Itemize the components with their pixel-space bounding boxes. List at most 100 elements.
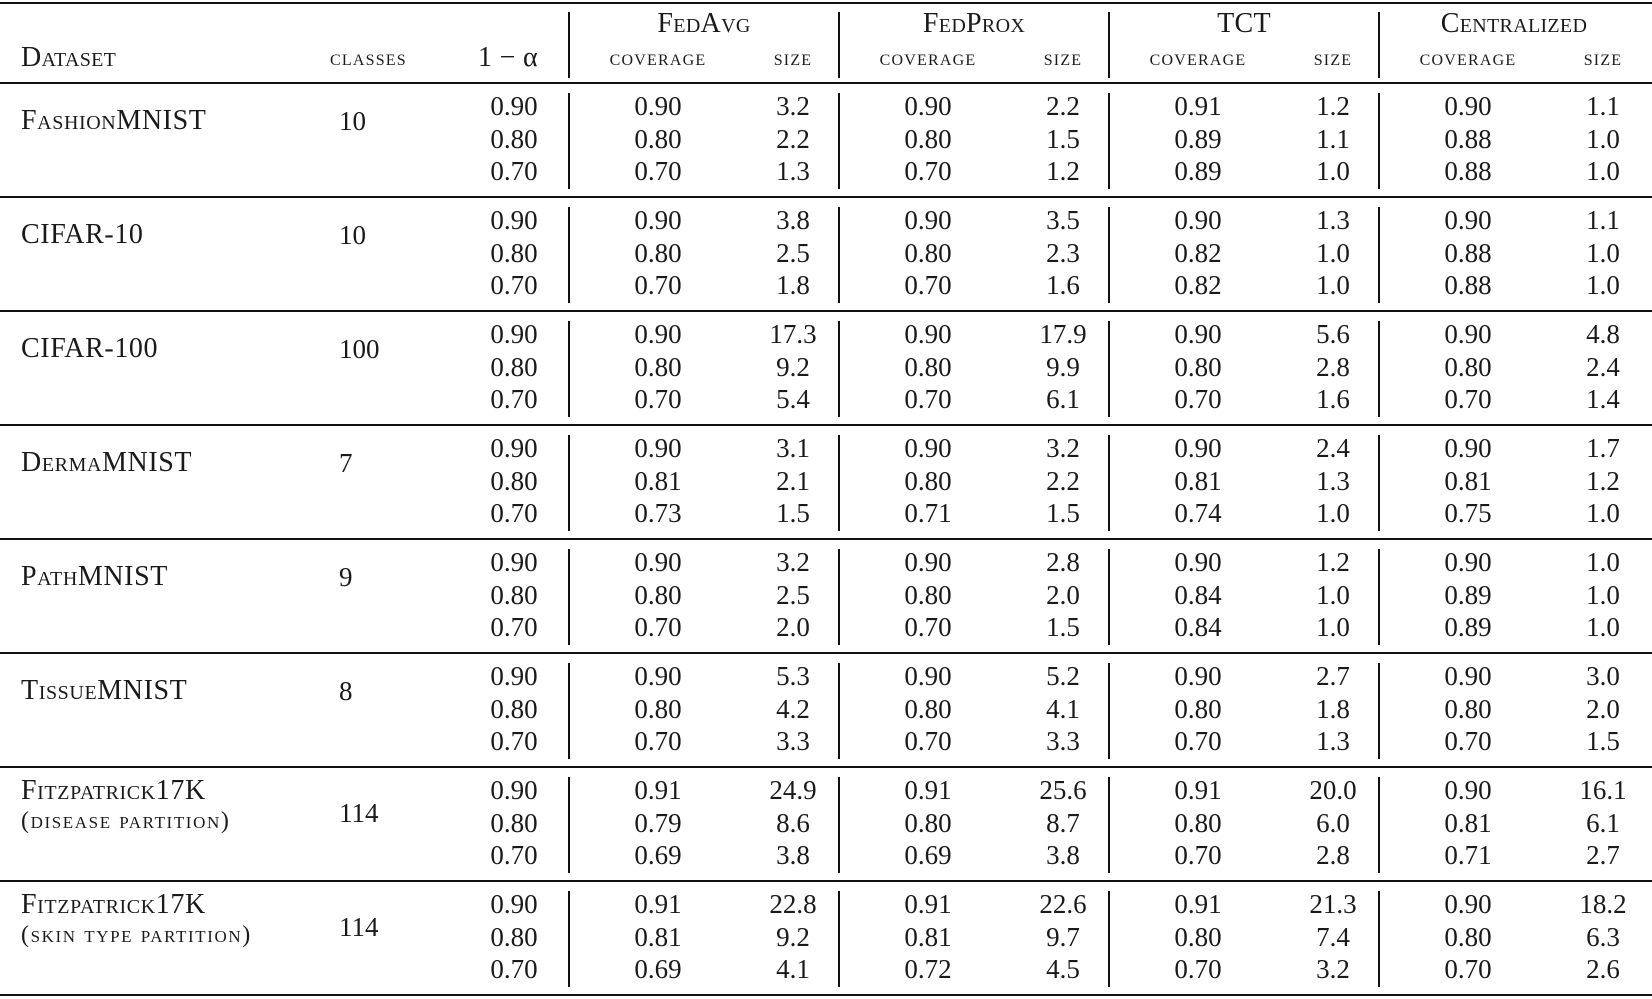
size-value: 3.1 <box>776 433 810 463</box>
alpha-level: 0.80 <box>490 921 538 952</box>
classes-count: 10 <box>339 106 366 136</box>
coverage-value: 0.70 <box>904 612 952 642</box>
coverage-value: 0.81 <box>1444 465 1492 496</box>
column-header-coverage: coverage <box>1149 45 1247 70</box>
size-value: 1.0 <box>1586 237 1620 268</box>
coverage-value: 0.90 <box>904 547 952 577</box>
bottom-rule <box>0 994 1652 996</box>
size-value: 1.5 <box>1046 612 1080 642</box>
coverage-value: 0.81 <box>634 465 682 496</box>
coverage-value: 0.90 <box>634 661 682 691</box>
size-value: 3.2 <box>1046 433 1080 463</box>
size-value: 5.2 <box>1046 661 1080 691</box>
size-value: 1.2 <box>1046 156 1080 186</box>
alpha-level: 0.80 <box>490 237 538 268</box>
column-separator <box>568 12 570 78</box>
column-separator <box>1108 549 1110 645</box>
coverage-value: 0.90 <box>634 319 682 349</box>
column-header-size: size <box>1043 45 1083 70</box>
size-value: 2.0 <box>1046 579 1080 610</box>
coverage-value: 0.70 <box>1174 726 1222 756</box>
column-separator <box>1378 12 1380 78</box>
size-value: 9.2 <box>776 351 810 382</box>
top-rule <box>0 2 1652 4</box>
coverage-value: 0.69 <box>634 954 682 984</box>
coverage-value: 0.90 <box>1174 205 1222 235</box>
alpha-level: 0.80 <box>490 123 538 154</box>
size-value: 5.6 <box>1316 319 1350 349</box>
coverage-value: 0.80 <box>1174 921 1222 952</box>
column-separator <box>1378 435 1380 531</box>
size-value: 1.1 <box>1586 205 1620 235</box>
size-value: 1.8 <box>1316 693 1350 724</box>
column-separator <box>1108 663 1110 759</box>
column-separator <box>1378 891 1380 987</box>
alpha-level: 0.80 <box>490 465 538 496</box>
coverage-value: 0.80 <box>634 579 682 610</box>
size-value: 2.5 <box>776 237 810 268</box>
size-value: 1.3 <box>776 156 810 186</box>
size-value: 4.2 <box>776 693 810 724</box>
size-value: 1.0 <box>1316 237 1350 268</box>
column-separator <box>838 777 840 873</box>
size-value: 1.6 <box>1046 270 1080 300</box>
column-separator <box>1378 93 1380 189</box>
coverage-value: 0.90 <box>904 319 952 349</box>
column-header-coverage: coverage <box>609 45 707 70</box>
coverage-value: 0.84 <box>1174 579 1222 610</box>
size-value: 2.8 <box>1316 840 1350 870</box>
column-separator <box>1108 93 1110 189</box>
column-header-classes: classes <box>330 45 407 70</box>
alpha-level: 0.70 <box>490 384 538 414</box>
size-value: 2.2 <box>776 123 810 154</box>
size-value: 5.3 <box>776 661 810 691</box>
dataset-name: Fitzpatrick17K <box>21 775 206 806</box>
size-value: 9.2 <box>776 921 810 952</box>
size-value: 1.5 <box>1586 726 1620 756</box>
coverage-value: 0.80 <box>634 123 682 154</box>
coverage-value: 0.80 <box>634 693 682 724</box>
dataset-name: CIFAR-10 <box>21 219 144 250</box>
size-value: 1.6 <box>1316 384 1350 414</box>
coverage-value: 0.90 <box>904 433 952 463</box>
coverage-value: 0.91 <box>634 775 682 805</box>
column-header-size: size <box>1583 45 1623 70</box>
alpha-level: 0.70 <box>490 498 538 528</box>
coverage-value: 0.91 <box>1174 775 1222 805</box>
coverage-value: 0.80 <box>1174 693 1222 724</box>
column-separator <box>1108 321 1110 417</box>
coverage-value: 0.69 <box>634 840 682 870</box>
size-value: 6.1 <box>1046 384 1080 414</box>
column-separator <box>1108 777 1110 873</box>
size-value: 24.9 <box>769 775 817 805</box>
column-separator <box>568 93 570 189</box>
size-value: 3.8 <box>1046 840 1080 870</box>
size-value: 17.9 <box>1039 319 1087 349</box>
block-rule <box>0 538 1652 540</box>
coverage-value: 0.71 <box>904 498 952 528</box>
coverage-value: 0.89 <box>1444 612 1492 642</box>
size-value: 2.4 <box>1586 351 1620 382</box>
classes-count: 7 <box>339 448 353 478</box>
size-value: 3.0 <box>1586 661 1620 691</box>
coverage-value: 0.70 <box>1444 954 1492 984</box>
coverage-value: 0.90 <box>1444 433 1492 463</box>
coverage-value: 0.90 <box>1444 661 1492 691</box>
coverage-value: 0.80 <box>904 579 952 610</box>
block-rule <box>0 310 1652 312</box>
dataset-partition: (disease partition) <box>21 808 231 834</box>
coverage-value: 0.70 <box>1174 384 1222 414</box>
dataset-name: DermaMNIST <box>21 447 193 478</box>
column-separator <box>568 207 570 303</box>
coverage-value: 0.75 <box>1444 498 1492 528</box>
coverage-value: 0.80 <box>904 807 952 838</box>
classes-count: 100 <box>339 334 380 364</box>
alpha-level: 0.70 <box>490 840 538 870</box>
size-value: 1.7 <box>1586 433 1620 463</box>
column-header-dataset: Dataset <box>21 42 117 73</box>
size-value: 1.2 <box>1316 91 1350 121</box>
coverage-value: 0.90 <box>904 205 952 235</box>
column-separator <box>568 321 570 417</box>
size-value: 1.5 <box>1046 498 1080 528</box>
alpha-level: 0.80 <box>490 351 538 382</box>
